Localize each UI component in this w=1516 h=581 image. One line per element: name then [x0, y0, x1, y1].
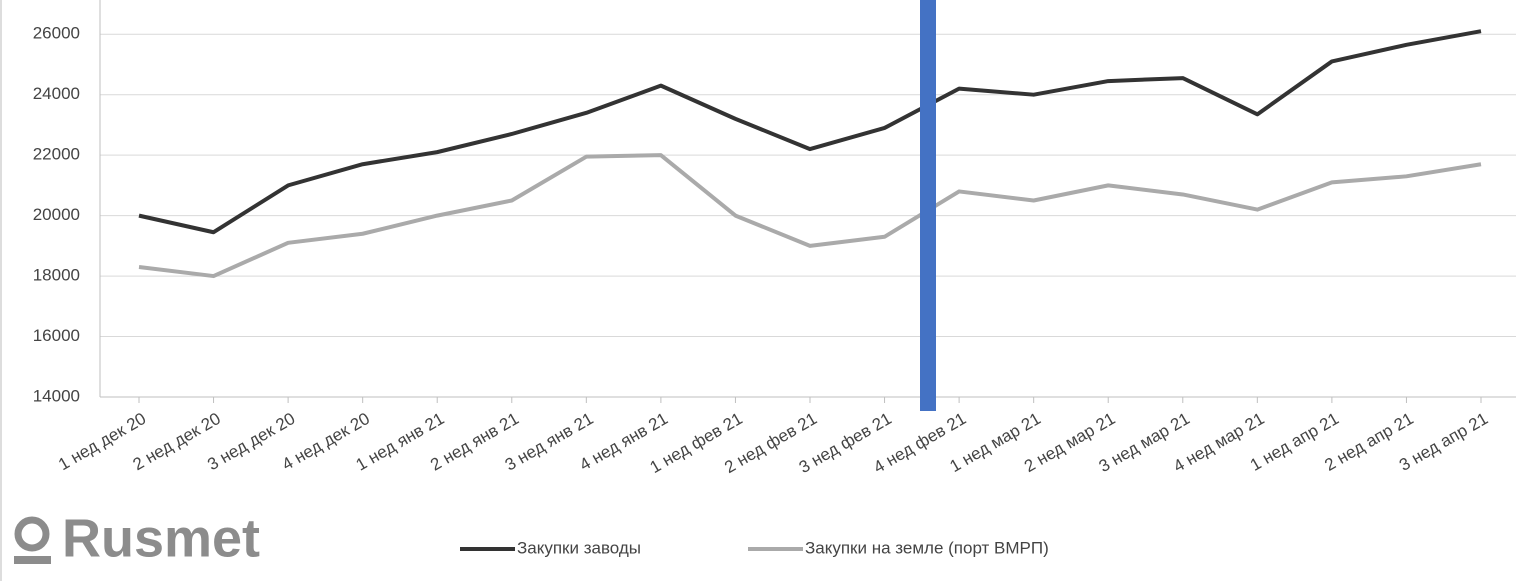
series-line	[138, 153, 1482, 279]
y-tick-label: 18000	[33, 266, 80, 285]
y-tick-label: 26000	[33, 24, 80, 43]
legend-label: Закупки заводы	[517, 538, 641, 557]
logo: Rusmet	[14, 508, 260, 568]
legend-label: Закупки на земле (порт ВМРП)	[805, 538, 1049, 557]
y-tick-label: 14000	[33, 386, 80, 405]
logo-icon	[14, 516, 50, 552]
y-tick-label: 20000	[33, 205, 80, 224]
y-tick-label: 22000	[33, 145, 80, 164]
y-tick-label: 16000	[33, 326, 80, 345]
highlight-bar	[920, 0, 936, 411]
series-line	[138, 29, 1482, 235]
logo-icon-bar	[14, 556, 51, 564]
logo-text: Rusmet	[62, 508, 260, 568]
y-tick-label: 24000	[33, 84, 80, 103]
